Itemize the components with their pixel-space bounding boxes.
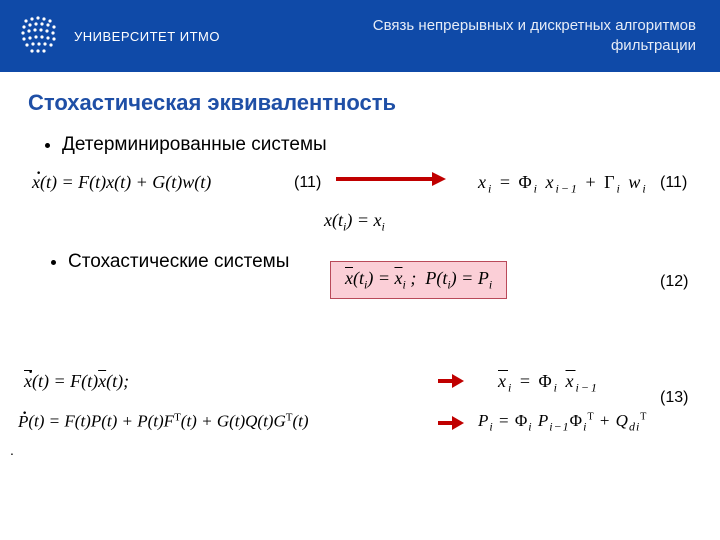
footnote-dot: . xyxy=(10,442,14,458)
eq-13b-left: P(t) = F(t)P(t) + P(t)FT(t) + G(t)Q(t)GT… xyxy=(18,411,309,432)
arrow-icon xyxy=(438,373,464,389)
slide-header: УНИВЕРСИТЕТ ИТМО Связь непрерывных и дис… xyxy=(0,0,720,72)
eq-sample-condition: x(ti) = xi xyxy=(324,210,385,235)
equation-row-13: x(t) = F(t)x(t); xi = Φi xi−1 (13) P(t) … xyxy=(28,371,692,481)
arrow-icon xyxy=(336,174,446,184)
bullet-list-1: Детерминированные системы xyxy=(28,130,692,160)
eq-11-right: xi = Φi xi−1 + Γi wi xyxy=(478,172,648,197)
eq-11-number-left: (11) xyxy=(294,174,321,192)
eq-11-number-right: (11) xyxy=(660,174,687,192)
bullet-deterministic: Детерминированные системы xyxy=(62,130,692,160)
eq-13b-right: Pi = Φi Pi−1ΦiT + QdiT xyxy=(478,411,647,434)
equation-row-12: x(ti) = xi ; P(ti) = Pi (12) xyxy=(28,285,692,341)
eq-11-left: x(t) = F(t)x(t) + G(t)w(t) xyxy=(32,172,211,193)
eq-12-number: (12) xyxy=(660,273,688,291)
eq-13a-left: x(t) = F(t)x(t); xyxy=(24,371,129,392)
section-title: Стохастическая эквивалентность xyxy=(28,90,692,116)
university-name: УНИВЕРСИТЕТ ИТМО xyxy=(74,29,220,44)
slide-topic: Связь непрерывных и дискретных алгоритмо… xyxy=(373,16,696,57)
logo: УНИВЕРСИТЕТ ИТМО xyxy=(18,13,220,59)
slide-content: Стохастическая эквивалентность Детермини… xyxy=(0,72,720,481)
highlight-box: x(ti) = xi ; P(ti) = Pi xyxy=(330,261,507,300)
eq-13-number: (13) xyxy=(660,389,688,407)
eq-13a-right: xi = Φi xi−1 xyxy=(498,371,599,396)
equation-row-11: x(t) = F(t)x(t) + G(t)w(t) (11) xi = Φi … xyxy=(28,166,692,244)
itmo-logo-icon xyxy=(18,13,64,59)
arrow-icon xyxy=(438,415,464,431)
